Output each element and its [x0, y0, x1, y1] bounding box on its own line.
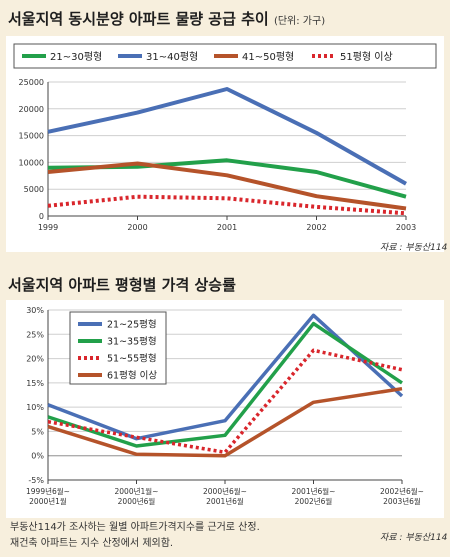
chart2-legend-label-0: 21~25평형 [107, 320, 157, 331]
chart1-svg: 21~30평형 31~40평형 41~50평형 51평형 이상 0 5000 10000 15… [6, 36, 444, 252]
chart2-xtick-label: 2002년6월~ 2003년6월 [380, 486, 424, 506]
chart1-title: 서울지역 동시분양 아파트 물량 공급 추이 (단위: 가구) [8, 8, 325, 29]
chart2-ytick-label: 30% [26, 306, 44, 315]
chart1-ytick-label: 10000 [19, 158, 44, 167]
chart1-series-line-1 [47, 87, 407, 186]
chart2-xtick-label-line: 2000년1월 [29, 496, 67, 506]
chart2-svg: -5%0%5%10%15%20%25%30%1999년6월~ 2000년1월200… [6, 300, 444, 518]
chart1-ytick-label: 25000 [19, 78, 44, 87]
chart2-title: 서울지역 아파트 평형별 가격 상승률 [8, 274, 236, 295]
chart1-xtick-label: 2002 [306, 223, 326, 232]
chart1-legend-label-2: 41~50평형 [242, 51, 294, 63]
chart2-xtick-label-line: 2000년6월 [118, 496, 156, 506]
chart2-xtick-label: 1999년6월~ 2000년1월 [26, 486, 70, 506]
chart2-source: 자료 : 부동산114 [380, 533, 448, 543]
footnote-line-1: 부동산114가 조사하는 월별 아파트가격지수를 근거로 산정. [10, 522, 260, 533]
chart2-xtick-label-line: 1999년6월~ [26, 486, 70, 496]
chart2-xtick-label-line: 2002년6월 [295, 496, 333, 506]
chart2-legend-label-3: 61평형 이상 [107, 371, 157, 382]
chart1-title-text: 서울지역 동시분양 아파트 물량 공급 추이 [8, 10, 269, 28]
chart1-ytick-label: 20000 [19, 105, 44, 114]
chart1-xtick-label: 2001 [217, 223, 237, 232]
chart2-xtick-label-line: 2000년1월~ [115, 486, 159, 496]
chart2-xtick-label: 2000년6월~ 2001년6월 [203, 486, 247, 506]
chart1-ytick-label: 0 [39, 212, 44, 221]
chart2-xtick-label-line: 2000년6월~ [203, 486, 247, 496]
chart2-panel: -5% 0% 5% 10% 15% 20% 25% 30% 1999년6월~ 2000년1월 200… [6, 300, 444, 518]
chart1-unit: (단위: 가구) [273, 16, 326, 27]
chart2-xtick-label-line: 2001년6월~ [292, 486, 336, 496]
chart1-legend-label-0: 21~30평형 [50, 51, 102, 63]
chart1-xtick-label: 1999 [38, 223, 58, 232]
chart2-ytick-label: 10% [26, 403, 44, 412]
chart1-legend-label-1: 31~40평형 [146, 51, 198, 63]
chart2-series-line-2 [47, 348, 403, 455]
chart2-xtick-label: 2001년6월~ 2002년6월 [292, 486, 336, 506]
chart2-ytick-label: 25% [26, 330, 44, 339]
chart1-legend-label-3: 51평형 이상 [340, 51, 393, 63]
chart1-series-line-2 [47, 161, 407, 211]
chart2-title-text: 서울지역 아파트 평형별 가격 상승률 [8, 276, 236, 294]
chart1-xtick-label: 2003 [396, 223, 416, 232]
chart1-panel: 21~30평형 31~40평형 41~50평형 51평형 이상 0 5000 10000 15… [6, 36, 444, 252]
footnote: 부동산114가 조사하는 월별 아파트가격지수를 근거로 산정. 재건축 아파트… [10, 520, 260, 552]
chart2-ytick-label: 20% [26, 355, 44, 364]
chart1-source: 자료 : 부동산114 [380, 243, 448, 253]
chart1-ytick-label: 15000 [19, 132, 44, 141]
chart2-series-line-1 [47, 321, 403, 448]
chart2-xtick-label: 2000년1월~ 2000년6월 [115, 486, 159, 506]
chart2-ytick-label: 0% [31, 452, 44, 461]
footnote-line-2: 재건축 아파트는 지수 산정에서 제외함. [10, 538, 174, 549]
chart2-series-line-3 [47, 386, 403, 458]
chart1-xtick-label: 2000 [127, 223, 147, 232]
chart2-ytick-label: -5% [28, 476, 44, 485]
chart2-xtick-label-line: 2001년6월 [206, 496, 244, 506]
chart2-ytick-label: 15% [26, 379, 44, 388]
chart2-legend-label-2: 51~55평형 [107, 354, 157, 365]
chart2-xtick-label-line: 2002년6월~ [380, 486, 424, 496]
chart2-legend-label-1: 31~35평형 [107, 337, 157, 348]
chart2-xtick-label-line: 2003년6월 [383, 496, 421, 506]
chart2-ytick-label: 5% [31, 427, 44, 436]
chart1-ytick-label: 5000 [24, 185, 44, 194]
